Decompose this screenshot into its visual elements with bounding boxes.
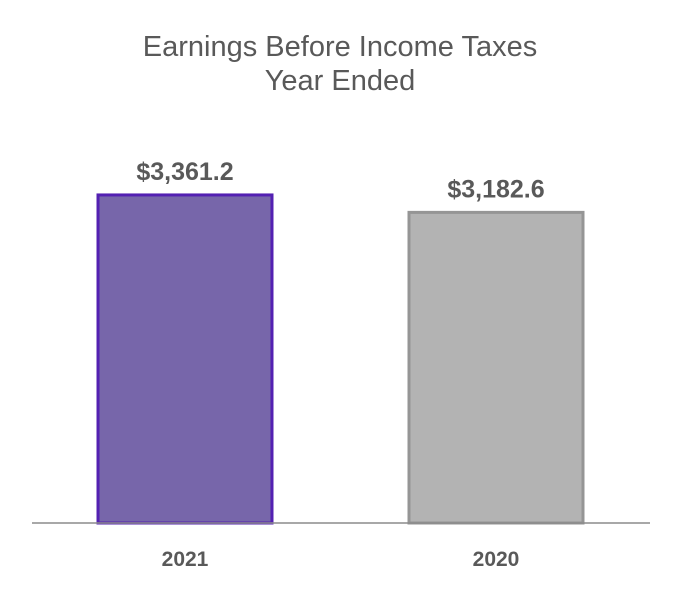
chart-title-line-1: Earnings Before Income Taxes (142, 31, 538, 63)
x-tick-label-2021: 2021 (162, 548, 209, 571)
data-label-2021: $3,361.2 (136, 158, 233, 186)
chart-title-line-2: Year Ended (264, 65, 416, 97)
bar-2020 (407, 210, 585, 525)
data-label-2020: $3,182.6 (447, 175, 544, 203)
bar-2021 (96, 193, 274, 525)
x-tick-label-2020: 2020 (473, 548, 520, 571)
